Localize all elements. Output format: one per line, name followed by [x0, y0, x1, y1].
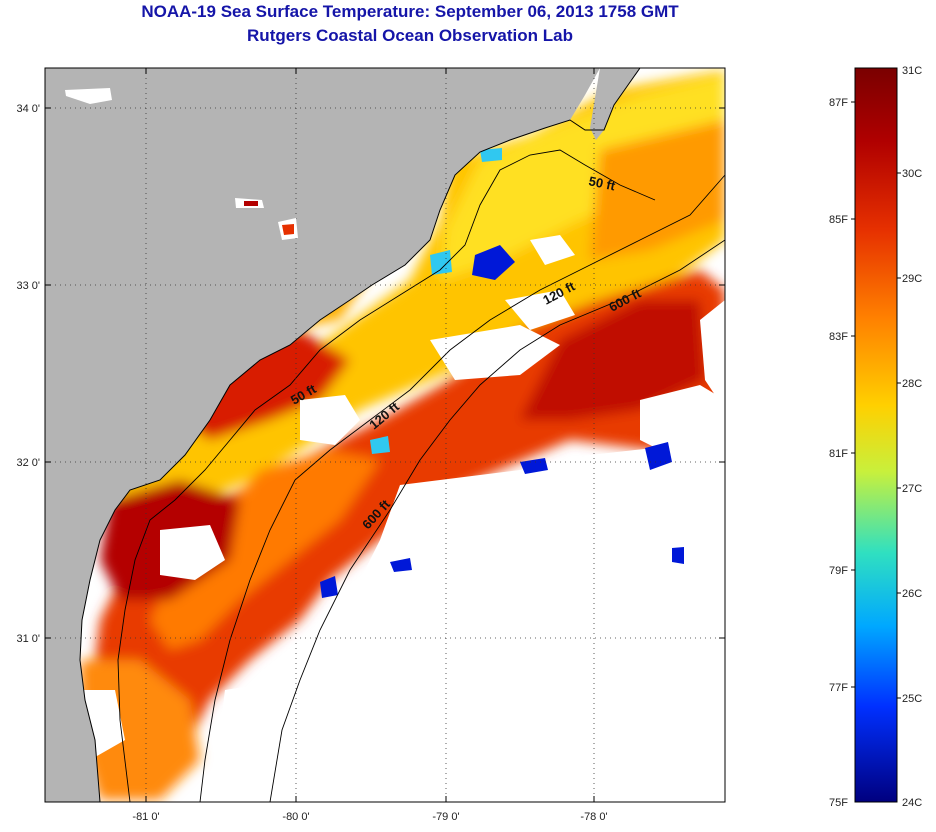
map-title: NOAA-19 Sea Surface Temperature: Septemb… — [141, 2, 679, 21]
lat-label-33: 33 0' — [16, 280, 40, 292]
coastline — [79, 68, 641, 802]
plot-area: 50 ft 50 ft 120 ft 120 ft 600 ft 600 ft — [45, 68, 725, 802]
lat-label-31: 31 0' — [16, 633, 40, 645]
lon-label-78: -78 0' — [580, 811, 607, 823]
cold-patches — [320, 245, 684, 598]
colorbar-c-31: 31C — [902, 65, 922, 77]
colorbar-c-25: 25C — [902, 693, 922, 705]
inland-features — [65, 88, 298, 240]
land-mass — [45, 68, 600, 802]
colorbar-f-79: 79F — [829, 565, 848, 577]
graticule — [45, 68, 725, 802]
isobath-600ft — [269, 239, 725, 802]
colorbar-f-87: 87F — [829, 97, 848, 109]
lat-label-32: 32 0' — [16, 457, 40, 469]
colorbar-f-83: 83F — [829, 331, 848, 343]
isobath-50ft — [117, 149, 656, 802]
map-subtitle: Rutgers Coastal Ocean Observation Lab — [247, 26, 573, 45]
colorbar-f-85: 85F — [829, 214, 848, 226]
land-northeast — [590, 68, 640, 140]
isobath-label-50ft-north: 50 ft — [587, 173, 617, 193]
colorbar-c-26: 26C — [902, 588, 922, 600]
lon-label-81: -81 0' — [132, 811, 159, 823]
colorbar-c-24: 24C — [902, 797, 922, 809]
colorbar-f-81: 81F — [829, 448, 848, 460]
colorbar-c-30: 30C — [902, 168, 922, 180]
cool-patches — [370, 148, 502, 454]
colorbar-c-28: 28C — [902, 378, 922, 390]
axis-ticks — [45, 68, 725, 802]
colorbar-gradient — [854, 67, 898, 803]
plot-frame — [44, 67, 726, 803]
isobath-120ft — [199, 174, 725, 802]
colorbar-c-27: 27C — [902, 483, 922, 495]
lon-label-79: -79 0' — [432, 811, 459, 823]
colorbar: 31C 30C 29C 28C 27C 26C 25C 24C 87F 85F … — [829, 65, 922, 809]
colorbar-c-29: 29C — [902, 273, 922, 285]
colorbar-f-77: 77F — [829, 682, 848, 694]
lon-label-80: -80 0' — [282, 811, 309, 823]
colorbar-f-75: 75F — [829, 797, 848, 809]
lat-label-34: 34 0' — [16, 103, 40, 115]
